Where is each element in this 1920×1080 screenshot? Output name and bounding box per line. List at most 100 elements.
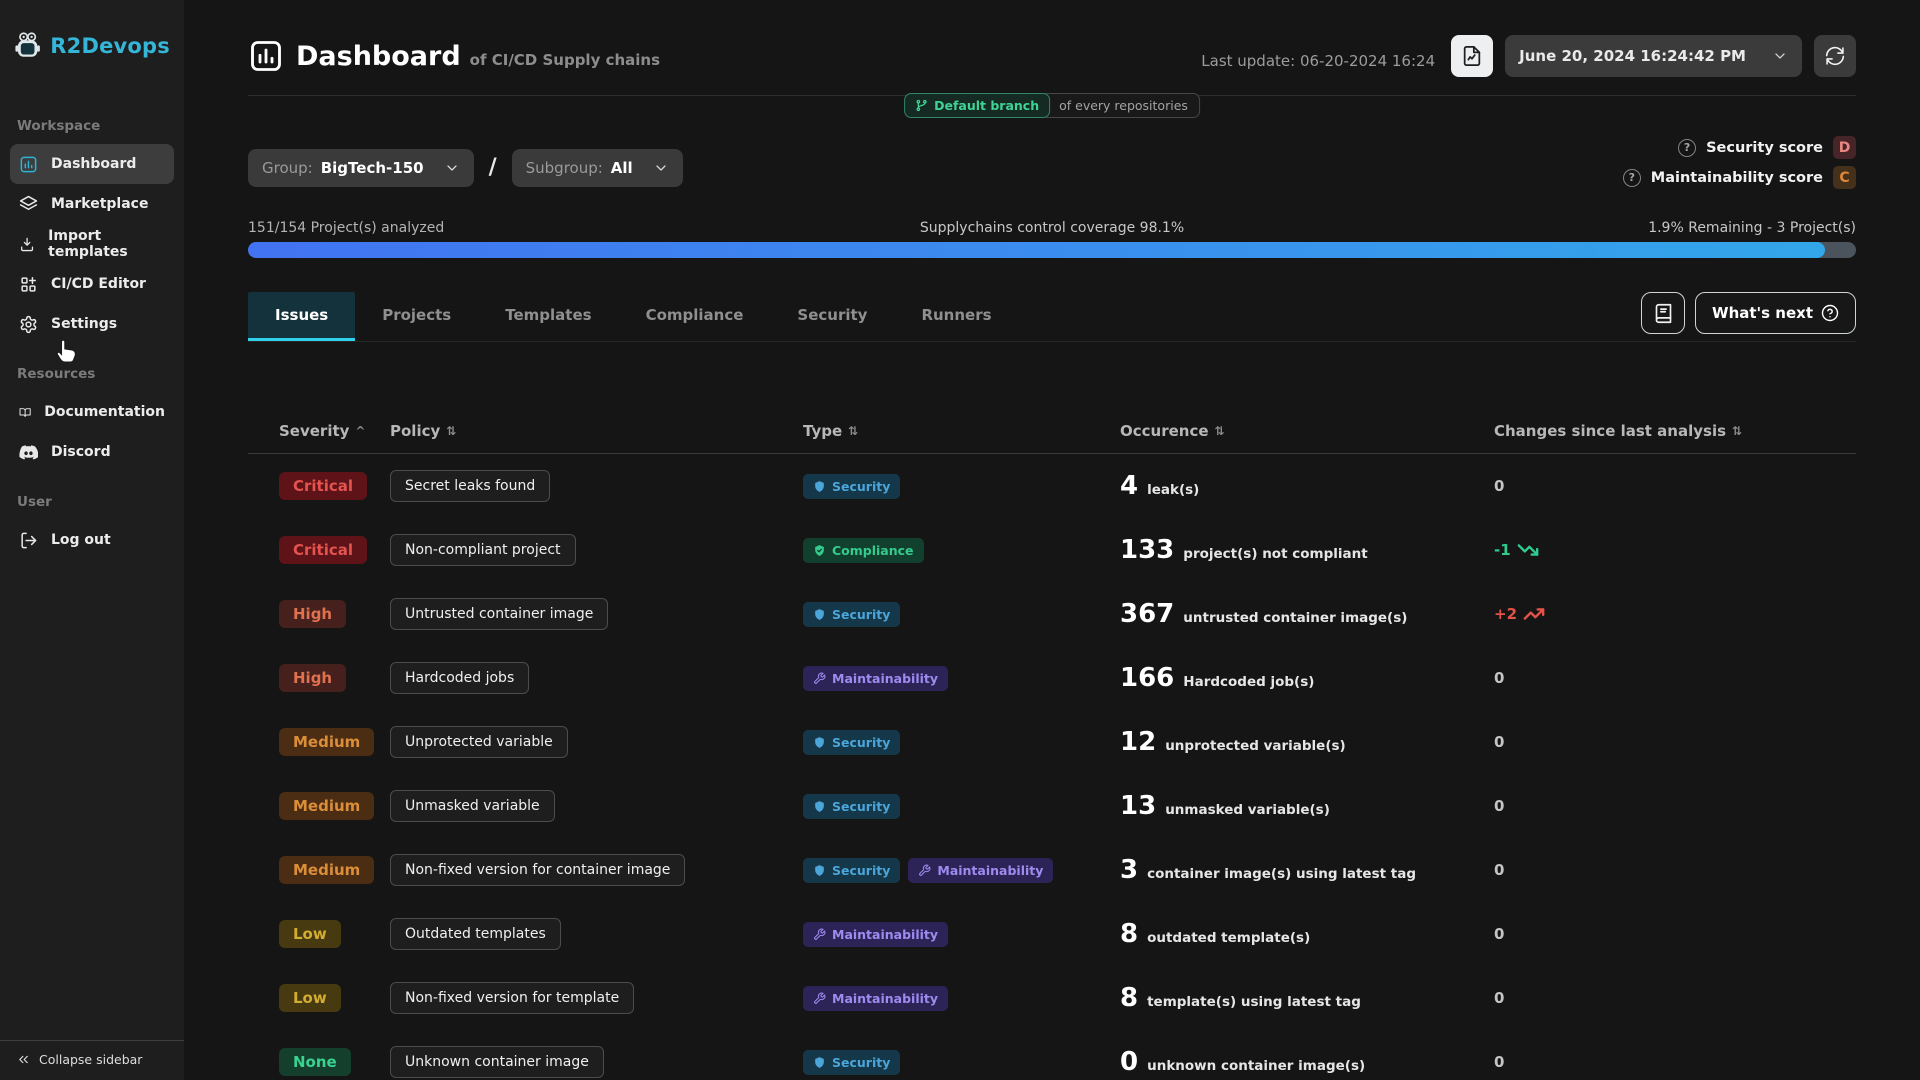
chevron-down-icon	[444, 160, 460, 176]
sidebar: R2Devops Workspace Dashboard Marketplace Im…	[0, 0, 184, 1080]
shield-icon	[813, 1056, 826, 1069]
sidebar-item-dashboard[interactable]: Dashboard	[10, 144, 174, 184]
report-icon	[1461, 45, 1483, 67]
shield-icon	[813, 800, 826, 813]
occurrence-count: 133	[1120, 535, 1175, 565]
sidebar-item-log-out[interactable]: Log out	[10, 520, 174, 560]
occurrence-count: 0	[1120, 1047, 1139, 1077]
occurrence-cell: 4 leak(s)	[1120, 471, 1494, 501]
docs-book-button[interactable]	[1641, 292, 1686, 334]
severity-badge: Medium	[279, 856, 375, 884]
column-header-policy[interactable]: Policy ⇅	[390, 422, 457, 440]
coverage-progress-fill	[248, 242, 1826, 258]
dashboard-icon	[19, 155, 38, 174]
report-button[interactable]	[1451, 35, 1494, 77]
datetime-dropdown[interactable]: June 20, 2024 16:24:42 PM	[1505, 35, 1802, 77]
type-chip-security[interactable]: Security	[803, 793, 901, 819]
policy-chip[interactable]: Non-fixed version for template	[390, 982, 635, 1014]
type-chip-maintainability[interactable]: Maintainability	[803, 921, 949, 947]
wrench-icon	[813, 992, 826, 1005]
policy-chip[interactable]: Hardcoded jobs	[390, 662, 530, 694]
column-header-changes-since-last-analysis[interactable]: Changes since last analysis ⇅	[1494, 422, 1743, 440]
change-value: +2	[1494, 605, 1518, 623]
type-cell: Security	[803, 1049, 1120, 1075]
filters-row: Group: BigTech-150 / Subgroup: All ? Secu…	[248, 136, 1856, 194]
type-chip-compliance[interactable]: Compliance	[803, 537, 924, 563]
type-chip-security[interactable]: Security	[803, 729, 901, 755]
whats-next-button[interactable]: What's next	[1695, 292, 1856, 334]
policy-chip[interactable]: Outdated templates	[390, 918, 561, 950]
tab-security[interactable]: Security	[797, 306, 868, 324]
type-chip-security[interactable]: Security	[803, 601, 901, 627]
type-cell: Security	[803, 793, 1120, 819]
occurrence-count: 12	[1120, 727, 1157, 757]
subgroup-dropdown[interactable]: Subgroup: All	[511, 148, 683, 187]
shield-icon	[813, 480, 826, 493]
help-circle-icon[interactable]: ?	[1622, 168, 1641, 187]
occurrence-cell: 0 unknown container image(s)	[1120, 1047, 1494, 1077]
type-chip-maintainability[interactable]: Maintainability	[803, 665, 949, 691]
sidebar-item-ci-cd-editor[interactable]: CI/CD Editor	[10, 264, 174, 304]
refresh-button[interactable]	[1814, 35, 1856, 77]
type-chip-maintainability[interactable]: Maintainability	[908, 857, 1054, 883]
occurrence-count: 367	[1120, 599, 1175, 629]
occurrence-count: 8	[1120, 983, 1139, 1013]
policy-chip[interactable]: Non-fixed version for container image	[390, 854, 686, 886]
coverage-progress-bar	[248, 242, 1856, 258]
column-header-type[interactable]: Type ⇅	[803, 422, 859, 440]
tab-issues[interactable]: Issues	[248, 292, 356, 341]
tab-runners[interactable]: Runners	[921, 306, 992, 324]
sidebar-item-marketplace[interactable]: Marketplace	[10, 184, 174, 224]
column-header-severity[interactable]: Severity ^	[279, 422, 366, 440]
type-cell: Security	[803, 601, 1120, 627]
table-body: Critical Secret leaks found Security 4 leak(…	[248, 454, 1856, 1080]
remaining-text: 1.9% Remaining - 3 Project(s)	[1648, 220, 1856, 236]
branch-scope-badge: of every repositories	[1040, 93, 1200, 118]
subgroup-label: Subgroup:	[525, 158, 603, 177]
table-row: None Unknown container image Security 0 unkn…	[248, 1030, 1856, 1080]
type-chip-maintainability[interactable]: Maintainability	[803, 985, 949, 1011]
brand-logo[interactable]: R2Devops	[0, 0, 184, 76]
severity-badge: Low	[279, 984, 341, 1012]
last-update-text: Last update: 06-20-2024 16:24	[1201, 52, 1436, 70]
sidebar-item-label: Import templates	[48, 228, 128, 260]
occurrence-cell: 133 project(s) not compliant	[1120, 535, 1494, 565]
policy-chip[interactable]: Unmasked variable	[390, 790, 555, 822]
tab-compliance[interactable]: Compliance	[645, 306, 744, 324]
change-cell: 0	[1494, 669, 1856, 687]
occurrence-count: 166	[1120, 663, 1175, 693]
type-chip-security[interactable]: Security	[803, 857, 901, 883]
tab-projects[interactable]: Projects	[382, 306, 452, 324]
tab-templates[interactable]: Templates	[505, 306, 592, 324]
documentation-icon	[19, 403, 31, 422]
type-chip-security[interactable]: Security	[803, 473, 901, 499]
policy-chip[interactable]: Secret leaks found	[390, 470, 551, 502]
group-value: BigTech-150	[320, 158, 424, 177]
collapse-sidebar-label: Collapse sidebar	[39, 1052, 143, 1067]
sidebar-item-discord[interactable]: Discord	[10, 432, 174, 472]
change-cell: 0	[1494, 1053, 1856, 1071]
group-dropdown[interactable]: Group: BigTech-150	[248, 148, 474, 187]
sidebar-item-label: Discord	[51, 444, 111, 460]
import-templates-icon	[19, 235, 35, 254]
policy-chip[interactable]: Unknown container image	[390, 1046, 604, 1078]
sidebar-item-import-templates[interactable]: Import templates	[10, 224, 174, 264]
policy-chip[interactable]: Unprotected variable	[390, 726, 568, 758]
severity-badge: Medium	[279, 792, 375, 820]
occurrence-unit: untrusted container image(s)	[1183, 610, 1408, 626]
table-row: Critical Secret leaks found Security 4 leak(…	[248, 454, 1856, 518]
sidebar-item-settings[interactable]: Settings	[10, 304, 174, 344]
type-cell: Maintainability	[803, 665, 1120, 691]
change-cell: 0	[1494, 733, 1856, 751]
column-header-occurence[interactable]: Occurence ⇅	[1120, 422, 1225, 440]
policy-chip[interactable]: Untrusted container image	[390, 598, 609, 630]
collapse-sidebar-button[interactable]: Collapse sidebar	[0, 1040, 184, 1080]
type-chip-security[interactable]: Security	[803, 1049, 901, 1075]
sidebar-item-documentation[interactable]: Documentation	[10, 392, 174, 432]
policy-chip[interactable]: Non-compliant project	[390, 534, 576, 566]
type-cell: Maintainability	[803, 921, 1120, 947]
change-value: 0	[1494, 861, 1505, 879]
section-label: User	[17, 494, 52, 510]
maintainability-score-label: Maintainability score	[1650, 169, 1823, 186]
help-circle-icon[interactable]: ?	[1678, 138, 1697, 157]
